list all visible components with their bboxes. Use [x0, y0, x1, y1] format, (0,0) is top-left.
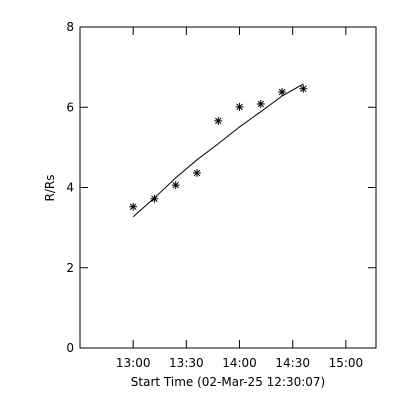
x-tick-label: 15:00 — [329, 356, 364, 370]
y-tick-label: 0 — [66, 341, 74, 355]
y-tick-label: 4 — [66, 181, 74, 195]
x-tick-label: 14:30 — [275, 356, 310, 370]
point — [235, 102, 244, 111]
point — [129, 202, 138, 211]
point — [278, 88, 287, 97]
point — [214, 116, 223, 125]
y-tick-label: 6 — [66, 100, 74, 114]
point — [192, 169, 201, 178]
y-axis-label: R/Rs — [43, 175, 57, 202]
x-axis-label: Start Time (02-Mar-25 12:30:07) — [131, 375, 325, 389]
point — [256, 100, 265, 109]
fit-line — [132, 83, 304, 218]
point — [150, 194, 159, 203]
y-tick-label: 2 — [66, 261, 74, 275]
x-tick-label: 13:00 — [116, 356, 151, 370]
x-tick-label: 13:30 — [169, 356, 204, 370]
x-tick-label: 14:00 — [222, 356, 257, 370]
point — [171, 181, 180, 190]
point — [299, 84, 308, 93]
y-tick-label: 8 — [66, 20, 74, 34]
